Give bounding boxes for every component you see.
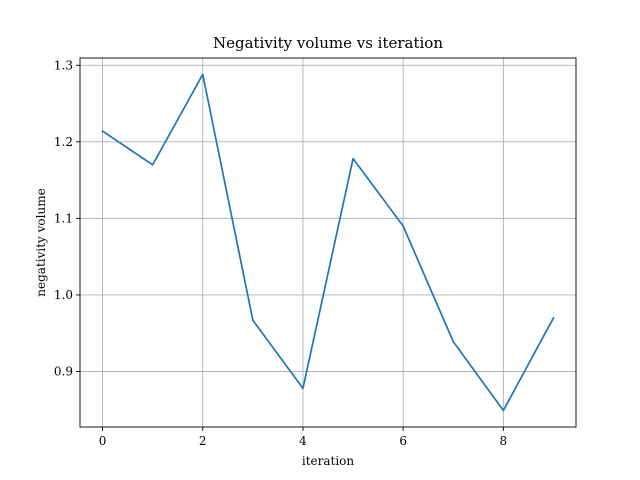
y-tick-label: 0.9: [54, 364, 73, 378]
x-tick-label: 4: [299, 434, 307, 448]
y-tick-label: 1.1: [54, 211, 73, 225]
x-tick-label: 0: [99, 434, 107, 448]
chart-title: Negativity volume vs iteration: [213, 34, 443, 52]
x-tick-label: 8: [500, 434, 508, 448]
grid-lines: [80, 58, 576, 427]
plot-frame: [79, 57, 577, 428]
axis-ticks: 0 2 4 6 8 0.9 1.0 1.1 1.2 1.3: [54, 58, 507, 448]
y-axis-label: negativity volume: [34, 188, 48, 296]
x-tick-label: 6: [399, 434, 407, 448]
y-tick-label: 1.3: [54, 58, 73, 72]
x-axis-label: iteration: [302, 454, 355, 468]
x-tick-label: 2: [199, 434, 207, 448]
series-line: [101, 73, 555, 412]
y-tick-label: 1.0: [54, 288, 73, 302]
y-tick-label: 1.2: [54, 135, 73, 149]
series-layer: [101, 73, 555, 412]
